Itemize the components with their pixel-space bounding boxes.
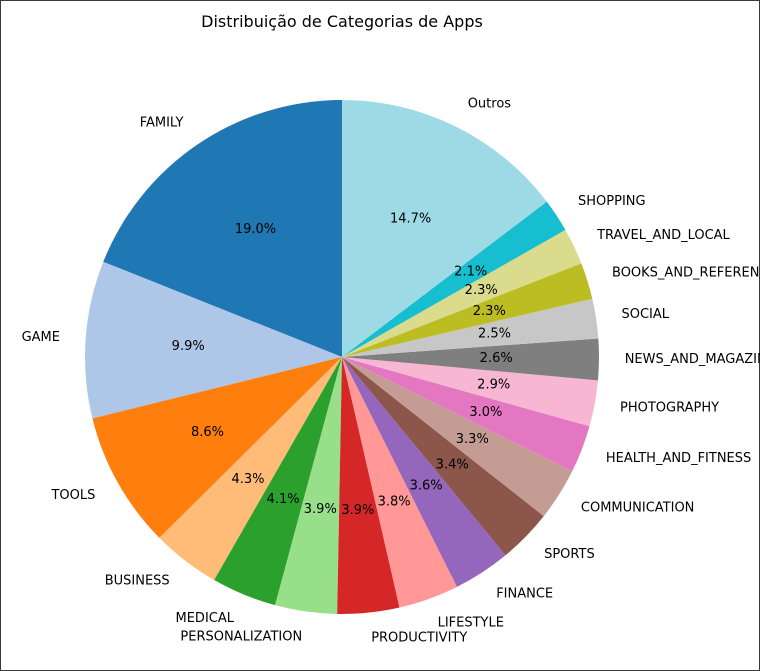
percent-label-finance: 3.6% bbox=[410, 479, 443, 494]
pie-slice-photography bbox=[342, 357, 598, 427]
category-label-business: BUSINESS bbox=[105, 574, 170, 589]
pie-slice-travel-and-local bbox=[342, 229, 582, 357]
pie-slice-tools bbox=[92, 357, 342, 538]
pie-slice-books-and-reference bbox=[342, 263, 593, 357]
category-label-outros: Outros bbox=[468, 96, 512, 111]
percent-label-business: 4.3% bbox=[231, 472, 264, 487]
percent-label-news-and-magazines: 2.6% bbox=[480, 351, 513, 366]
percent-label-game: 9.9% bbox=[172, 339, 205, 354]
chart-title: Distribuição de Categorias de Apps bbox=[201, 12, 483, 31]
percent-label-communication: 3.3% bbox=[456, 432, 489, 447]
category-label-personalization: PERSONALIZATION bbox=[180, 629, 302, 644]
category-label-finance: FINANCE bbox=[496, 586, 553, 601]
pie-slice-personalization bbox=[275, 357, 342, 614]
category-label-news-and-magazines: NEWS_AND_MAGAZINES bbox=[625, 352, 760, 367]
category-labels: FAMILY GAME TOOLS BUSINESS MEDICAL PERSONALIZ… bbox=[22, 96, 760, 645]
pie-slice-game bbox=[84, 261, 343, 419]
percent-label-productivity: 3.9% bbox=[341, 503, 374, 518]
percent-label-sports: 3.4% bbox=[436, 457, 469, 472]
percent-label-personalization: 3.9% bbox=[304, 502, 337, 517]
pie-slice-social bbox=[342, 298, 599, 357]
percent-label-tools: 8.6% bbox=[191, 425, 224, 440]
percent-label-social: 2.5% bbox=[478, 326, 511, 341]
pie-slice-business bbox=[159, 357, 342, 580]
category-label-health-and-fitness: HEALTH_AND_FITNESS bbox=[606, 451, 751, 466]
category-label-family: FAMILY bbox=[140, 116, 184, 131]
category-label-photography: PHOTOGRAPHY bbox=[620, 401, 719, 416]
percent-label-outros: 14.7% bbox=[390, 211, 431, 226]
pie-slices bbox=[84, 100, 599, 614]
category-label-books-and-reference: BOOKS_AND_REFERENCE bbox=[612, 266, 760, 281]
percent-label-shopping: 2.1% bbox=[454, 265, 487, 280]
category-label-medical: MEDICAL bbox=[176, 611, 235, 626]
pie-slice-outros bbox=[342, 100, 547, 357]
pie-slice-lifestyle bbox=[342, 357, 458, 608]
pie-slice-shopping bbox=[342, 201, 566, 357]
percent-labels: 19.0% 9.9% 8.6% 4.3%4.1% 3.9% 3.9% 3.8%3.6% 3.4… bbox=[172, 211, 513, 518]
category-label-sports: SPORTS bbox=[544, 547, 595, 562]
percent-label-books-and-reference: 2.3% bbox=[473, 304, 506, 319]
category-label-lifestyle: LIFESTYLE bbox=[438, 616, 504, 631]
category-label-tools: TOOLS bbox=[50, 488, 95, 503]
percent-label-photography: 2.9% bbox=[477, 377, 510, 392]
percent-label-family: 19.0% bbox=[235, 222, 276, 237]
pie-slice-communication bbox=[342, 357, 573, 517]
pie-slice-medical bbox=[214, 357, 342, 606]
category-label-travel-and-local: TRAVEL_AND_LOCAL bbox=[596, 228, 730, 243]
category-label-shopping: SHOPPING bbox=[578, 194, 646, 209]
category-label-productivity: PRODUCTIVITY bbox=[371, 631, 467, 646]
pie-slice-finance bbox=[342, 357, 506, 587]
percent-label-lifestyle: 3.8% bbox=[378, 495, 411, 510]
pie-slice-sports bbox=[342, 357, 544, 556]
pie-slice-family bbox=[103, 100, 343, 357]
category-label-game: GAME bbox=[22, 330, 60, 345]
percent-label-travel-and-local: 2.3% bbox=[465, 283, 498, 298]
pie-slice-productivity bbox=[337, 357, 400, 614]
percent-label-health-and-fitness: 3.0% bbox=[469, 405, 502, 420]
pie-slice-news-and-magazines bbox=[342, 338, 599, 381]
category-label-social: SOCIAL bbox=[622, 307, 670, 322]
percent-label-medical: 4.1% bbox=[267, 492, 300, 507]
category-label-communication: COMMUNICATION bbox=[581, 501, 695, 516]
pie-slice-health-and-fitness bbox=[342, 357, 590, 472]
